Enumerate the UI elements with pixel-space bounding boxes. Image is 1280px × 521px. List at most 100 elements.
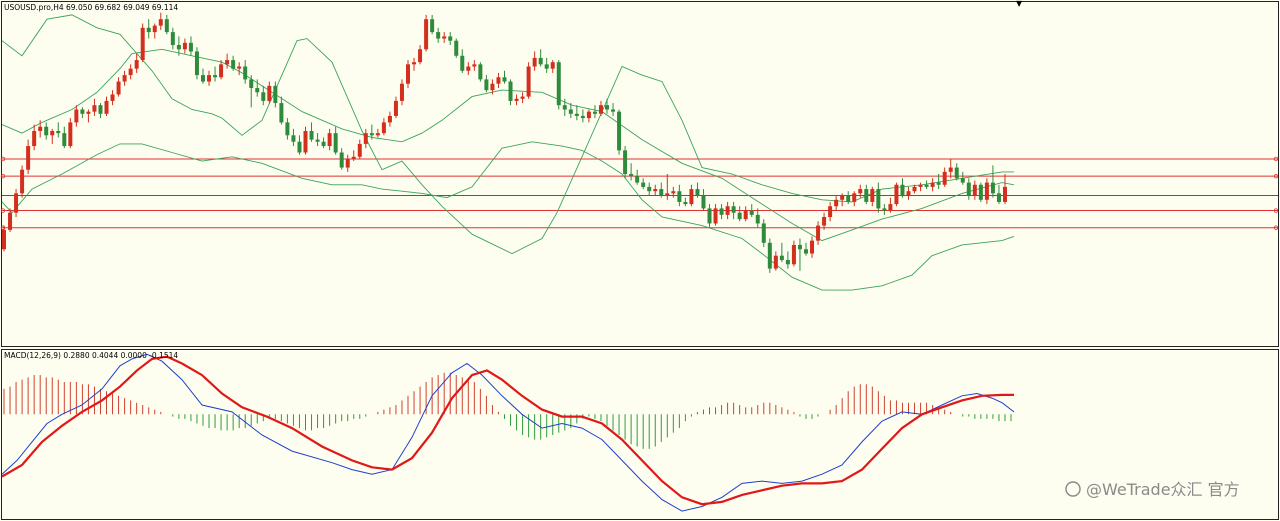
candle xyxy=(605,98,609,114)
candle-body xyxy=(966,182,971,196)
level-anchor-right xyxy=(1273,156,1279,162)
candle xyxy=(490,79,495,95)
candle xyxy=(683,197,688,207)
candle xyxy=(900,178,905,198)
candle xyxy=(339,148,344,170)
candle-body xyxy=(231,60,236,69)
candle xyxy=(436,27,441,43)
candle xyxy=(858,184,863,198)
candle-body xyxy=(357,143,362,157)
candle-body xyxy=(665,193,670,196)
candle xyxy=(737,206,742,222)
candle xyxy=(56,122,61,138)
candle xyxy=(448,32,453,45)
candle xyxy=(303,126,308,155)
candle-body xyxy=(110,94,115,101)
candle-body xyxy=(194,51,199,76)
macd-chart-label: MACD(12,26,9) 0.2880 0.4044 0.0000 -0.15… xyxy=(4,351,178,360)
candle-body xyxy=(592,111,597,114)
candle-body xyxy=(146,27,151,33)
candle xyxy=(472,60,477,71)
candle xyxy=(580,109,585,123)
candle xyxy=(936,174,941,190)
candle xyxy=(98,103,103,119)
candle xyxy=(665,174,670,200)
candle-body xyxy=(822,217,827,226)
candle-body xyxy=(56,131,61,134)
candle-body xyxy=(990,182,995,194)
candle xyxy=(520,92,525,104)
candle-body xyxy=(550,62,555,69)
level-anchor-left xyxy=(0,208,6,213)
candle-body xyxy=(779,255,784,260)
candle xyxy=(984,178,989,205)
candle-body xyxy=(647,186,652,192)
candle-body xyxy=(134,60,139,69)
candle-body xyxy=(188,42,193,52)
candle xyxy=(279,96,284,125)
candle-body xyxy=(345,158,350,168)
candle-body xyxy=(249,79,254,88)
candle-body xyxy=(442,36,447,39)
candle-body xyxy=(695,189,700,196)
candle-body xyxy=(731,206,736,213)
bollinger-band-lower xyxy=(1,141,1015,291)
candle xyxy=(846,191,851,205)
candle xyxy=(2,225,6,252)
candle-body xyxy=(520,96,525,99)
price-plot xyxy=(0,12,1279,291)
candle xyxy=(158,12,163,30)
candle-body xyxy=(641,182,646,187)
candle-body xyxy=(816,225,821,241)
candle-body xyxy=(182,42,187,50)
candle xyxy=(586,109,591,123)
candle-body xyxy=(701,195,706,209)
candle xyxy=(611,103,616,116)
candle xyxy=(990,165,995,198)
candle-body xyxy=(2,229,6,250)
candle-body xyxy=(339,152,344,168)
candle xyxy=(176,36,181,56)
candle xyxy=(743,206,748,222)
candle-body xyxy=(237,66,242,69)
candle xyxy=(592,105,597,119)
candle-body xyxy=(152,25,157,33)
candle-body xyxy=(755,214,760,224)
candle-body xyxy=(912,186,917,192)
candle-body xyxy=(544,64,549,69)
candle xyxy=(1002,174,1007,205)
candle-body xyxy=(978,184,983,200)
candle xyxy=(418,45,423,65)
candle-body xyxy=(900,184,905,196)
candle xyxy=(243,60,248,84)
candle-body xyxy=(490,83,495,91)
candle-body xyxy=(424,19,429,50)
candle xyxy=(122,70,127,86)
candle-body xyxy=(200,75,205,82)
candle-body xyxy=(412,62,417,65)
candle xyxy=(152,23,157,39)
candle-body xyxy=(707,208,712,224)
candle-body xyxy=(399,83,404,101)
candle-body xyxy=(797,244,802,250)
candle-body xyxy=(327,133,332,147)
candle xyxy=(918,182,923,192)
candle xyxy=(550,60,555,73)
candle xyxy=(598,100,603,116)
candle-body xyxy=(128,68,133,76)
candle-body xyxy=(876,189,881,209)
candle-body xyxy=(574,113,579,116)
candle xyxy=(164,14,169,35)
candle-body xyxy=(454,40,459,56)
candle xyxy=(92,98,97,116)
macd-signal-line xyxy=(1,355,1014,506)
candle-body xyxy=(98,105,103,114)
candle xyxy=(128,64,133,80)
candle xyxy=(369,124,374,140)
candle-body xyxy=(972,184,977,196)
candle xyxy=(110,90,115,106)
level-anchor-right xyxy=(1273,208,1279,213)
bollinger-band-upper xyxy=(1,14,1014,255)
candle-body xyxy=(984,182,989,200)
level-anchor-left xyxy=(0,156,6,162)
